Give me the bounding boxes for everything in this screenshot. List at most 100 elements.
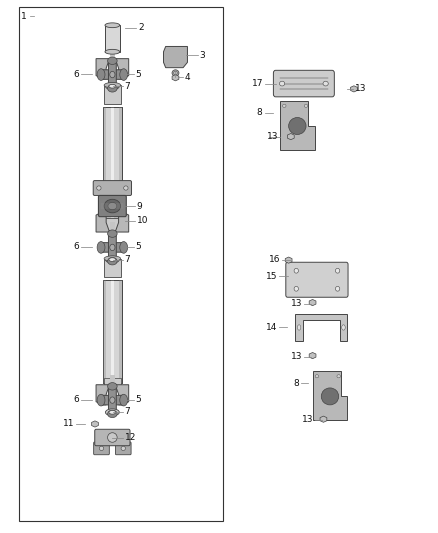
FancyBboxPatch shape	[109, 385, 116, 415]
Bar	[103, 215, 121, 229]
Text: 8: 8	[293, 378, 299, 387]
Ellipse shape	[106, 256, 119, 263]
Ellipse shape	[304, 104, 308, 108]
Ellipse shape	[97, 394, 105, 406]
FancyBboxPatch shape	[110, 49, 115, 59]
Polygon shape	[309, 352, 316, 359]
Text: 13: 13	[267, 132, 278, 141]
Text: 13: 13	[355, 84, 367, 93]
Ellipse shape	[124, 186, 128, 190]
Ellipse shape	[294, 286, 298, 291]
FancyBboxPatch shape	[100, 70, 124, 79]
Ellipse shape	[336, 268, 340, 273]
Text: 7: 7	[124, 407, 131, 416]
Text: 7: 7	[124, 82, 131, 91]
Polygon shape	[285, 257, 292, 263]
Polygon shape	[309, 300, 316, 305]
Ellipse shape	[289, 117, 306, 134]
Ellipse shape	[120, 241, 127, 253]
Ellipse shape	[323, 81, 328, 86]
Text: 8: 8	[257, 108, 262, 117]
Bar	[104, 378, 120, 386]
Ellipse shape	[105, 23, 120, 28]
Ellipse shape	[174, 71, 177, 75]
FancyBboxPatch shape	[95, 429, 130, 446]
Ellipse shape	[108, 383, 117, 390]
Polygon shape	[320, 416, 327, 422]
Ellipse shape	[109, 258, 116, 262]
Bar	[103, 280, 121, 383]
Text: 13: 13	[291, 299, 302, 308]
Bar	[104, 259, 120, 277]
Ellipse shape	[109, 410, 116, 414]
Ellipse shape	[105, 50, 120, 54]
Ellipse shape	[104, 256, 120, 261]
Bar	[103, 215, 106, 229]
Polygon shape	[313, 371, 347, 420]
Bar	[110, 280, 114, 383]
Ellipse shape	[121, 446, 125, 450]
Ellipse shape	[97, 241, 105, 253]
Ellipse shape	[106, 409, 119, 416]
Ellipse shape	[99, 446, 104, 450]
Ellipse shape	[104, 83, 120, 88]
Text: 6: 6	[73, 395, 79, 404]
Text: 7: 7	[124, 255, 131, 264]
Polygon shape	[115, 385, 129, 405]
Text: 5: 5	[135, 243, 141, 252]
Ellipse shape	[104, 199, 120, 213]
Ellipse shape	[108, 410, 117, 418]
Ellipse shape	[97, 69, 105, 80]
Polygon shape	[115, 212, 129, 232]
Bar	[110, 108, 114, 187]
FancyBboxPatch shape	[286, 262, 348, 297]
Polygon shape	[163, 46, 187, 68]
FancyBboxPatch shape	[273, 70, 334, 97]
Text: 5: 5	[135, 69, 141, 78]
Polygon shape	[295, 314, 347, 341]
Ellipse shape	[321, 388, 339, 405]
Text: 13: 13	[291, 352, 302, 361]
Bar	[103, 280, 106, 383]
Ellipse shape	[342, 325, 345, 330]
Text: 17: 17	[251, 79, 263, 88]
Bar	[103, 108, 121, 187]
Ellipse shape	[315, 375, 319, 378]
Ellipse shape	[108, 433, 117, 442]
Bar	[119, 215, 121, 229]
FancyBboxPatch shape	[110, 375, 115, 385]
Polygon shape	[350, 86, 357, 92]
FancyBboxPatch shape	[109, 232, 116, 262]
Bar	[104, 217, 120, 230]
Ellipse shape	[110, 397, 115, 403]
Bar	[105, 25, 120, 52]
Text: 15: 15	[266, 271, 278, 280]
Polygon shape	[96, 59, 110, 79]
Text: 1: 1	[21, 12, 27, 21]
Polygon shape	[115, 59, 129, 79]
FancyBboxPatch shape	[116, 442, 131, 455]
Bar	[104, 85, 120, 104]
Bar	[119, 108, 121, 187]
Text: 11: 11	[63, 419, 74, 429]
Ellipse shape	[108, 203, 117, 209]
FancyBboxPatch shape	[99, 196, 126, 216]
Ellipse shape	[337, 375, 340, 378]
Bar	[119, 280, 121, 383]
Ellipse shape	[120, 394, 127, 406]
Text: 12: 12	[124, 433, 136, 442]
Ellipse shape	[336, 286, 340, 291]
Bar	[103, 108, 121, 187]
Bar	[103, 280, 121, 383]
Text: 10: 10	[137, 216, 148, 225]
Ellipse shape	[294, 268, 298, 273]
Ellipse shape	[108, 57, 117, 64]
Text: 6: 6	[73, 69, 79, 78]
Bar	[19, 7, 223, 521]
Ellipse shape	[120, 69, 127, 80]
Text: 9: 9	[137, 201, 142, 211]
Bar	[103, 215, 121, 229]
Ellipse shape	[108, 85, 117, 92]
Polygon shape	[280, 101, 315, 150]
Polygon shape	[96, 385, 110, 405]
